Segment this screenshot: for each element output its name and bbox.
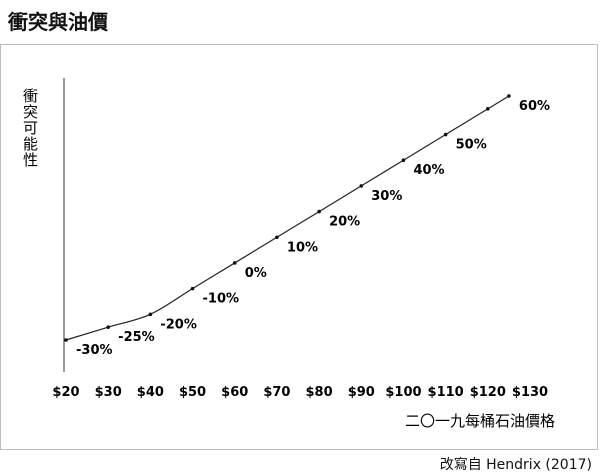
data-label: 50% — [456, 138, 487, 153]
x-tick-label: $30 — [95, 385, 122, 400]
data-label: 30% — [371, 189, 402, 204]
data-point — [317, 209, 321, 214]
data-point — [190, 286, 195, 291]
x-tick-label: $130 — [512, 385, 548, 400]
series-line — [65, 95, 510, 341]
data-point — [275, 235, 279, 240]
data-point — [359, 184, 364, 188]
x-tick-label: $90 — [348, 385, 375, 400]
data-label: -30% — [76, 343, 113, 358]
data-label: -20% — [160, 317, 197, 332]
data-point — [64, 338, 68, 342]
data-label: 20% — [329, 215, 360, 230]
chart-title: 衝突與油價 — [8, 10, 108, 34]
x-tick-label: $80 — [306, 385, 333, 400]
y-axis-label: 衝突可能性 — [21, 88, 39, 168]
data-label: 10% — [287, 240, 318, 255]
source-note: 改寫自 Hendrix (2017) — [439, 457, 592, 473]
data-label: -25% — [118, 330, 155, 345]
data-point — [486, 107, 490, 111]
data-point — [232, 261, 237, 265]
data-point — [443, 132, 448, 137]
data-point — [401, 158, 406, 163]
data-point — [106, 325, 110, 329]
data-point — [148, 312, 153, 317]
x-tick-label: $70 — [263, 385, 290, 400]
data-point — [507, 94, 511, 98]
x-tick-label: $50 — [179, 385, 206, 400]
data-label: 0% — [245, 266, 267, 281]
chart-frame — [0, 44, 598, 450]
data-label: 60% — [519, 99, 550, 114]
x-axis-label: 二〇一九每桶石油價格 — [405, 412, 555, 430]
data-label: 40% — [413, 163, 444, 178]
x-tick-label: $110 — [428, 385, 464, 400]
x-tick-label: $100 — [385, 385, 421, 400]
data-label: -10% — [203, 292, 240, 307]
x-tick-label: $60 — [221, 385, 248, 400]
x-tick-label: $40 — [137, 385, 164, 400]
x-tick-label: $120 — [470, 385, 506, 400]
x-tick-label: $20 — [52, 385, 79, 400]
